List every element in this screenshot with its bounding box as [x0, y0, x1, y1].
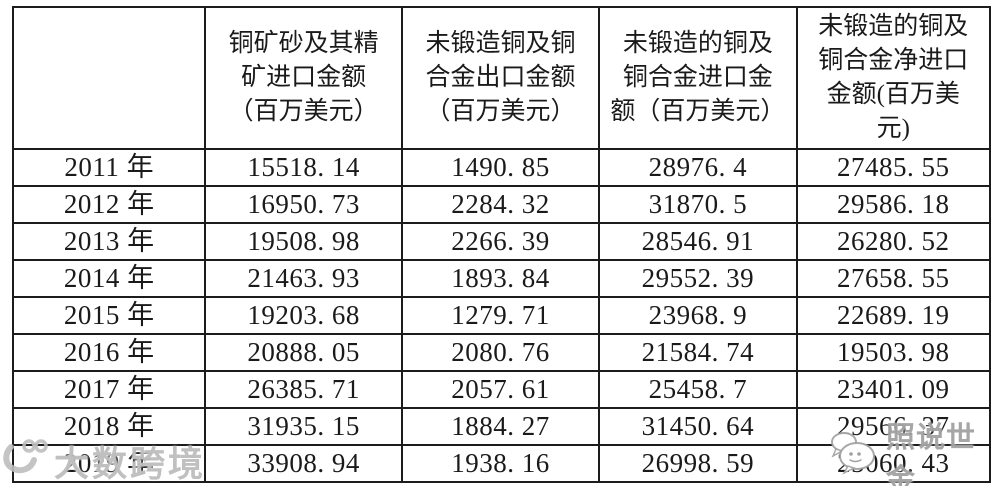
table-row-2015: 2015 年 19203. 68 1279. 71 23968. 9 22689… [11, 296, 992, 335]
value-cell: 15518. 14 [204, 148, 403, 187]
value-cell: 2266. 39 [400, 222, 601, 261]
value-cell: 25060. 43 [795, 444, 992, 483]
year-cell: 2018 年 [11, 407, 207, 446]
table-row-2019: 2019 年 33908. 94 1938. 16 26998. 59 2506… [11, 444, 992, 483]
year-cell: 2015 年 [11, 296, 207, 335]
value-cell: 23968. 9 [598, 296, 798, 335]
value-cell: 19503. 98 [795, 333, 992, 372]
value-cell: 1884. 27 [400, 407, 601, 446]
value-cell: 29586. 18 [795, 185, 992, 224]
value-cell: 16950. 73 [204, 185, 403, 224]
value-cell: 1938. 16 [400, 444, 601, 483]
value-cell: 2057. 61 [400, 370, 601, 409]
value-cell: 1893. 84 [400, 259, 601, 298]
table-row-2016: 2016 年 20888. 05 2080. 76 21584. 74 1950… [11, 333, 992, 372]
year-cell: 2016 年 [11, 333, 207, 372]
value-cell: 29552. 39 [598, 259, 798, 298]
header-cell-ore-concentrate-import: 铜矿砂及其精 矿进口金额 （百万美元） [204, 6, 403, 150]
header-row: 铜矿砂及其精 矿进口金额 （百万美元） 未锻造铜及铜 合金出口金额 （百万美元）… [11, 6, 992, 150]
value-cell: 19508. 98 [204, 222, 403, 261]
value-cell: 26280. 52 [795, 222, 992, 261]
year-cell: 2017 年 [11, 370, 207, 409]
table-row-2011: 2011 年 15518. 14 1490. 85 28976. 4 27485… [11, 148, 992, 187]
header-cell-year [11, 6, 207, 150]
value-cell: 1490. 85 [400, 148, 601, 187]
value-cell: 28546. 91 [598, 222, 798, 261]
value-cell: 31935. 15 [204, 407, 403, 446]
value-cell: 33908. 94 [204, 444, 403, 483]
year-cell: 2011 年 [11, 148, 207, 187]
value-cell: 1279. 71 [400, 296, 601, 335]
value-cell: 23401. 09 [795, 370, 992, 409]
table-row-2017: 2017 年 26385. 71 2057. 61 25458. 7 23401… [11, 370, 992, 409]
year-cell: 2013 年 [11, 222, 207, 261]
value-cell: 26998. 59 [598, 444, 798, 483]
value-cell: 21584. 74 [598, 333, 798, 372]
value-cell: 31870. 5 [598, 185, 798, 224]
value-cell: 22689. 19 [795, 296, 992, 335]
table-row-2014: 2014 年 21463. 93 1893. 84 29552. 39 2765… [11, 259, 992, 298]
value-cell: 19203. 68 [204, 296, 403, 335]
year-cell: 2019 年 [11, 444, 207, 483]
value-cell: 26385. 71 [204, 370, 403, 409]
table-row-2013: 2013 年 19508. 98 2266. 39 28546. 91 2628… [11, 222, 992, 261]
copper-trade-table: 铜矿砂及其精 矿进口金额 （百万美元） 未锻造铜及铜 合金出口金额 （百万美元）… [11, 6, 992, 483]
header-cell-unwrought-net-import: 未锻造的铜及 铜合金净进口 金额(百万美 元) [795, 6, 992, 150]
value-cell: 27658. 55 [795, 259, 992, 298]
value-cell: 28976. 4 [598, 148, 798, 187]
value-cell: 31450. 64 [598, 407, 798, 446]
header-cell-unwrought-import: 未锻造的铜及 铜合金进口金 额（百万美元） [598, 6, 798, 150]
value-cell: 2080. 76 [400, 333, 601, 372]
table-row-2012: 2012 年 16950. 73 2284. 32 31870. 5 29586… [11, 185, 992, 224]
value-cell: 2284. 32 [400, 185, 601, 224]
year-cell: 2014 年 [11, 259, 207, 298]
header-cell-unwrought-export: 未锻造铜及铜 合金出口金额 （百万美元） [400, 6, 601, 150]
value-cell: 25458. 7 [598, 370, 798, 409]
value-cell: 20888. 05 [204, 333, 403, 372]
year-cell: 2012 年 [11, 185, 207, 224]
value-cell: 27485. 55 [795, 148, 992, 187]
value-cell: 29566. 37 [795, 407, 992, 446]
value-cell: 21463. 93 [204, 259, 403, 298]
table-row-2018: 2018 年 31935. 15 1884. 27 31450. 64 2956… [11, 407, 992, 446]
